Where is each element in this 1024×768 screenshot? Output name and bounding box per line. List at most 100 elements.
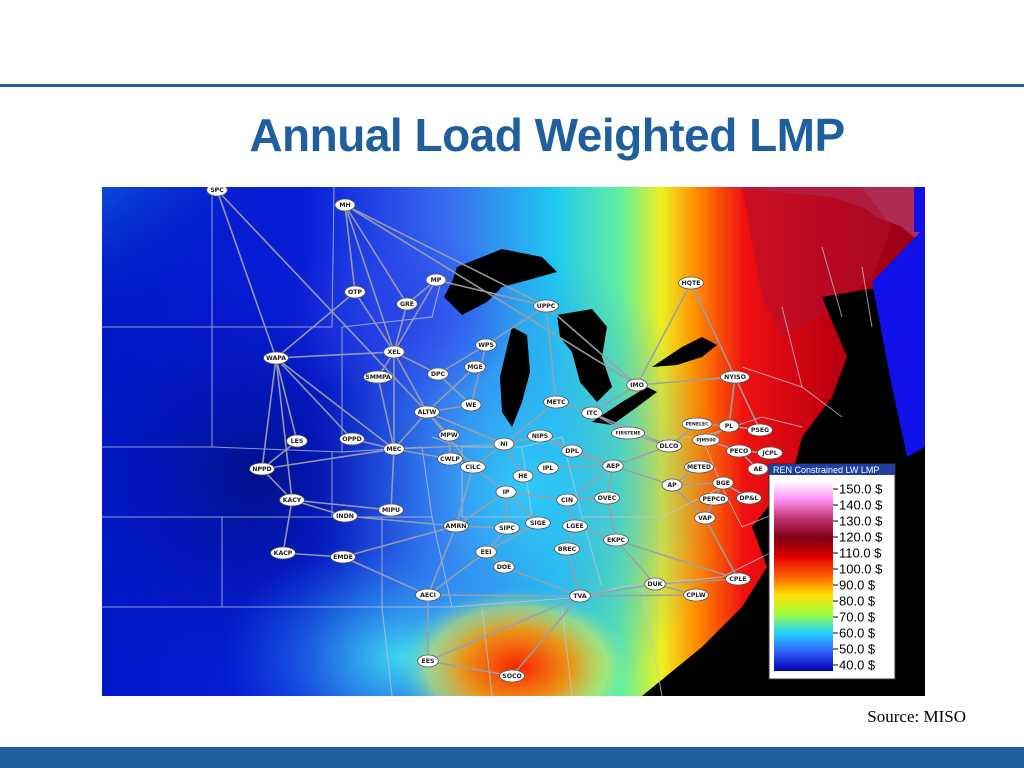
transmission-link [455, 491, 507, 527]
node-tva: TVA [569, 589, 591, 603]
node-marker [594, 491, 620, 505]
node-label: CIN [561, 497, 573, 504]
node-marker [437, 452, 463, 466]
node-label: CWLP [440, 456, 460, 463]
source-credit: Source: MISO [867, 707, 966, 726]
node-label: NYISO [724, 374, 746, 381]
node-marker [678, 276, 704, 290]
node-marker [692, 433, 720, 447]
legend-title: REN Constrained LW LMP [773, 465, 879, 475]
node-ovec: OVEC [594, 491, 620, 505]
legend-tick-label: 110.0 $ [839, 546, 882, 561]
node-marker [602, 459, 624, 473]
node-cwlp: CWLP [437, 452, 463, 466]
node-lgee: LGEE [562, 519, 588, 533]
node-imo: IMO [626, 378, 648, 392]
node-marker [279, 493, 305, 507]
node-label: AE [753, 466, 762, 473]
node-sipc: SIPC [494, 521, 520, 535]
transmission-link [427, 660, 513, 677]
node-label: JCPL [761, 450, 777, 457]
node-ees: EES [417, 654, 439, 668]
node-firstene: FIRSTENE [611, 426, 645, 440]
node-marker [512, 469, 534, 483]
lmp-map: SPC MH MP OTP GRE UPPC HQTE WPS XEL MGE WAPA SMMPA D… [102, 187, 925, 696]
node-label: KACY [283, 497, 302, 504]
node-marker [603, 533, 629, 547]
transmission-link [612, 465, 673, 486]
legend-tick-label: 120.0 $ [839, 530, 883, 545]
transmission-link [426, 366, 476, 413]
node-otp: OTP [344, 285, 366, 299]
transmission-link [734, 376, 761, 431]
node-label: MGE [467, 364, 482, 371]
node-marker [525, 516, 551, 530]
transmission-link [591, 384, 638, 414]
transmission-link [393, 411, 428, 450]
node-label: PECO [730, 448, 749, 455]
legend-tick-label: 50.0 $ [839, 642, 876, 657]
transmission-link [485, 522, 539, 553]
transmission-link [216, 189, 277, 359]
footer-bar [0, 747, 1024, 768]
node-we: WE [460, 398, 482, 412]
node-pseg: PSEG [747, 423, 773, 437]
node-marker [438, 428, 460, 442]
node-dpl: DPL [561, 444, 583, 458]
node-marker [464, 360, 486, 374]
transmission-link [485, 305, 547, 346]
node-label: PENELEC [686, 422, 710, 428]
node-label: OTP [348, 289, 362, 296]
node-marker [344, 285, 366, 299]
transmission-link [435, 279, 547, 307]
node-label: MIPU [382, 507, 400, 514]
node-mge: MGE [464, 360, 486, 374]
node-marker [263, 351, 289, 365]
node-marker [443, 519, 469, 533]
node-label: DPL [565, 448, 579, 455]
transmission-link [354, 291, 395, 353]
node-ni: NI [493, 437, 515, 451]
legend-tick-label: 150.0 $ [839, 482, 883, 497]
node-wps: WPS [475, 338, 497, 352]
node-dlco: DLCO [656, 439, 682, 453]
node-marker [378, 503, 404, 517]
node-aep: AEP [602, 459, 624, 473]
transmission-link [275, 357, 298, 442]
node-label: GRE [400, 301, 414, 308]
node-marker [543, 395, 569, 409]
slide-title: Annual Load Weighted LMP [249, 109, 845, 161]
transmission-link [344, 515, 457, 527]
node-marker [683, 588, 709, 602]
node-label: BREC [558, 546, 577, 553]
transmission-link [427, 525, 457, 596]
node-soco: SOCO [499, 669, 525, 683]
node-label: DLCO [660, 443, 679, 450]
lmp-legend: REN Constrained LW LMP 150.0 $140.0 $130… [768, 463, 896, 680]
node-label: TVA [573, 593, 587, 600]
node-label: MP [431, 277, 442, 284]
node-marker [396, 297, 418, 311]
node-cple: CPLE [725, 572, 751, 586]
node-marker [206, 187, 228, 197]
node-bge: BGE [712, 476, 734, 490]
node-label: AECI [420, 592, 436, 599]
transmission-link [275, 351, 395, 359]
node-kacy: KACY [279, 493, 305, 507]
node-marker [569, 589, 591, 603]
node-dpl: DP&L [736, 491, 762, 505]
transmission-link [275, 357, 395, 450]
node-marker [415, 588, 441, 602]
node-duk: DUK [644, 577, 666, 591]
node-aeci: AECI [415, 588, 441, 602]
transmission-link [261, 357, 277, 470]
transmission-link [344, 204, 356, 293]
node-hqte: HQTE [678, 276, 704, 290]
node-marker [330, 550, 356, 564]
node-marker [556, 493, 578, 507]
node-marker [562, 519, 588, 533]
transmission-link [282, 499, 293, 554]
node-altw: ALTW [414, 405, 440, 419]
transmission-link [636, 376, 736, 386]
node-metc: METC [543, 395, 569, 409]
